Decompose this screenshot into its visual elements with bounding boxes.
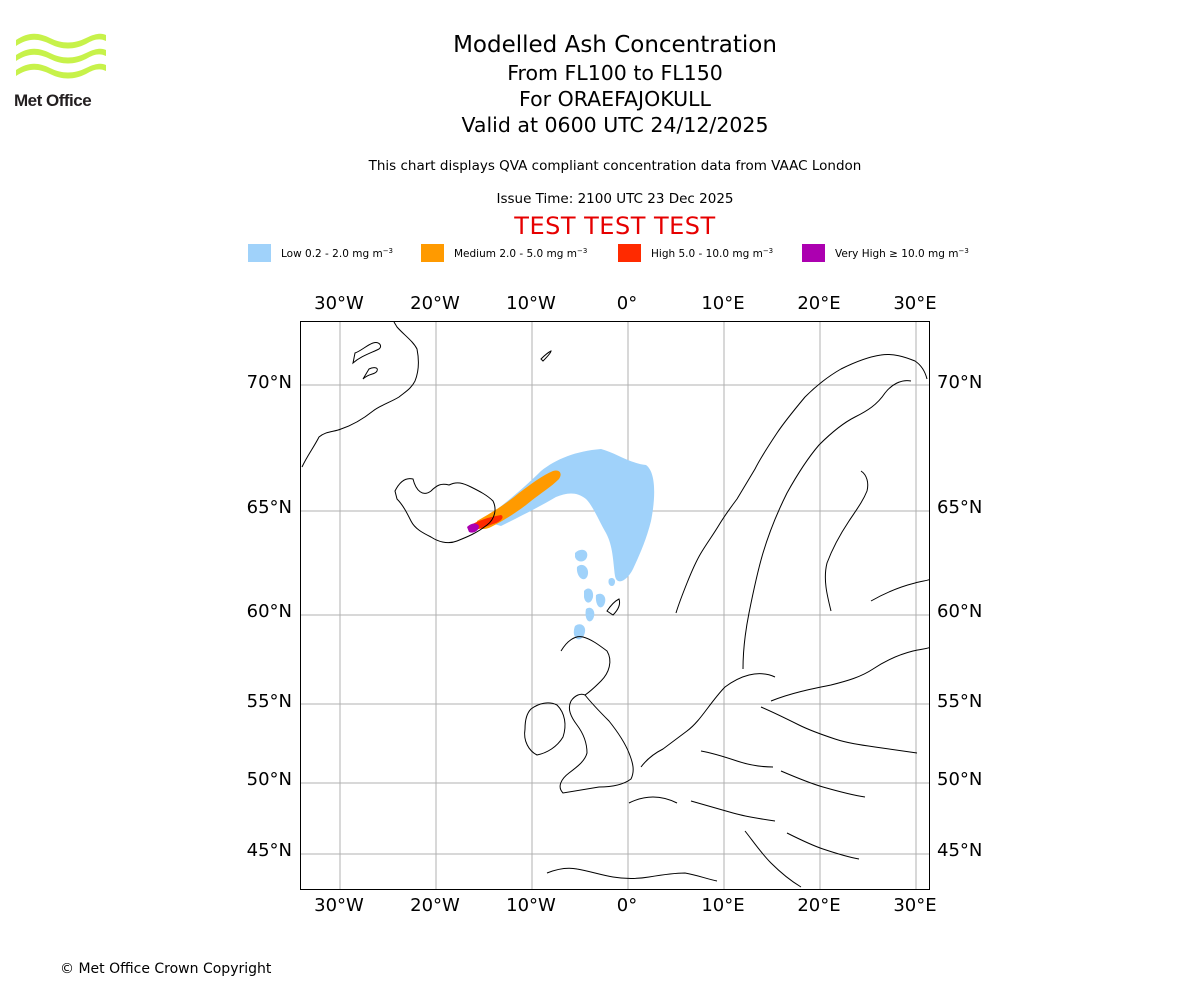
lat-tick-left: 65°N (246, 497, 292, 518)
ash-low (483, 449, 655, 640)
finland-coast (824, 470, 929, 612)
ash-very-high (467, 523, 479, 533)
chart-title-block: Modelled Ash Concentration From FL100 to… (300, 30, 930, 138)
issue-time: Issue Time: 2100 UTC 23 Dec 2025 (496, 191, 734, 207)
gridlines (301, 322, 929, 889)
legend-item-high: High 5.0 - 10.0 mg m−3 (618, 244, 773, 262)
iceland-coast (394, 478, 496, 544)
shetland (606, 598, 620, 616)
lat-tick-right: 60°N (937, 601, 983, 622)
lon-tick-bottom: 20°E (797, 895, 841, 916)
lat-tick-right: 50°N (937, 769, 983, 790)
legend-item-low: Low 0.2 - 2.0 mg m−3 (248, 244, 393, 262)
greenland-coast (301, 322, 419, 468)
italy (744, 830, 802, 888)
greenland-islands (352, 342, 382, 380)
ash-medium (476, 470, 561, 529)
legend-label-medium: Medium 2.0 - 5.0 mg m−3 (454, 246, 588, 260)
jan-mayen (540, 350, 552, 362)
copyright: © Met Office Crown Copyright (60, 961, 272, 977)
lat-tick-right: 70°N (937, 372, 983, 393)
chart-title: Modelled Ash Concentration (453, 32, 777, 58)
legend-swatch-low (248, 244, 271, 262)
continent (546, 673, 776, 882)
chart-description: This chart displays QVA compliant concen… (368, 158, 862, 174)
waves-logo-icon (16, 33, 106, 79)
lon-tick-top: 30°W (314, 293, 364, 314)
lat-tick-left: 50°N (246, 769, 292, 790)
lat-tick-right: 65°N (937, 497, 983, 518)
ireland (524, 702, 566, 756)
test-banner: TEST TEST TEST (514, 212, 716, 240)
lat-tick-right: 45°N (937, 840, 983, 861)
lon-tick-bottom: 30°E (893, 895, 937, 916)
lon-tick-top: 0° (616, 293, 638, 314)
lon-tick-top: 30°E (893, 293, 937, 314)
flight-levels: From FL100 to FL150 (507, 61, 723, 85)
lat-tick-left: 55°N (246, 691, 292, 712)
lat-tick-left: 60°N (246, 601, 292, 622)
lon-tick-top: 10°W (506, 293, 556, 314)
lon-tick-bottom: 20°W (410, 895, 460, 916)
legend-swatch-very-high (802, 244, 825, 262)
lat-tick-left: 70°N (246, 372, 292, 393)
legend-swatch-medium (421, 244, 444, 262)
legend-label-low: Low 0.2 - 2.0 mg m−3 (281, 246, 394, 260)
scandinavia-inner (742, 380, 912, 670)
lat-tick-left: 45°N (246, 840, 292, 861)
baltic-coast (770, 647, 929, 702)
borders (690, 706, 918, 860)
met-office-logo: Met Office (14, 30, 110, 114)
legend-label-very-high: Very High ≥ 10.0 mg m−3 (835, 246, 969, 260)
legend-swatch-high (618, 244, 641, 262)
volcano-name: For ORAEFAJOKULL (519, 87, 711, 111)
lon-tick-bottom: 30°W (314, 895, 364, 916)
norway-coast (675, 354, 928, 614)
great-britain (559, 693, 634, 794)
scotland (560, 636, 611, 696)
lon-tick-bottom: 0° (616, 895, 638, 916)
lat-tick-right: 55°N (937, 691, 983, 712)
lon-tick-top: 20°W (410, 293, 460, 314)
legend: Low 0.2 - 2.0 mg m−3 Medium 2.0 - 5.0 mg… (0, 244, 1200, 264)
logo-text: Met Office (14, 91, 92, 110)
lon-tick-bottom: 10°W (506, 895, 556, 916)
valid-time: Valid at 0600 UTC 24/12/2025 (461, 113, 769, 137)
map-svg (301, 322, 929, 889)
lon-tick-top: 20°E (797, 293, 841, 314)
legend-item-medium: Medium 2.0 - 5.0 mg m−3 (421, 244, 587, 262)
lon-tick-bottom: 10°E (701, 895, 745, 916)
ash-map[interactable] (300, 321, 930, 890)
coastlines (301, 322, 929, 888)
legend-label-high: High 5.0 - 10.0 mg m−3 (651, 246, 774, 260)
legend-item-very-high: Very High ≥ 10.0 mg m−3 (802, 244, 969, 262)
lon-tick-top: 10°E (701, 293, 745, 314)
